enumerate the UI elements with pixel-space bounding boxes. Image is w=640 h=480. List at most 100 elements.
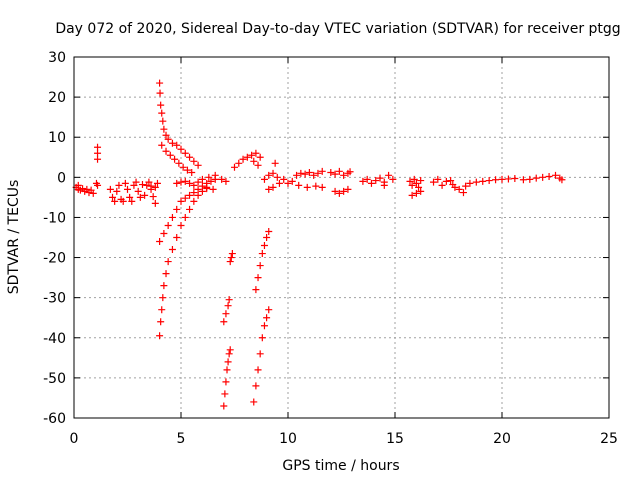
- data-point: [265, 306, 273, 314]
- data-point: [121, 179, 129, 187]
- data-point: [186, 205, 194, 213]
- data-point: [363, 175, 371, 183]
- data-point: [412, 189, 420, 197]
- data-point: [254, 161, 262, 169]
- data-point: [408, 191, 416, 199]
- data-point: [207, 177, 215, 185]
- data-point: [159, 117, 167, 125]
- x-tick-label: 0: [70, 431, 79, 447]
- data-point: [288, 177, 296, 185]
- data-point: [222, 378, 230, 386]
- data-point: [162, 147, 170, 155]
- data-point: [89, 189, 97, 197]
- data-point: [149, 193, 157, 201]
- data-point: [158, 109, 166, 117]
- data-point: [159, 294, 167, 302]
- data-point: [252, 149, 260, 157]
- data-point: [256, 262, 264, 270]
- data-point: [293, 171, 301, 179]
- data-point: [177, 178, 185, 186]
- data-point: [252, 382, 260, 390]
- data-point: [335, 167, 343, 175]
- data-point: [221, 390, 229, 398]
- data-point: [156, 332, 164, 340]
- data-point: [297, 169, 305, 177]
- data-point: [250, 398, 258, 406]
- data-point: [194, 191, 202, 199]
- data-point: [526, 175, 534, 183]
- data-point: [504, 175, 512, 183]
- data-point: [273, 173, 281, 181]
- data-point: [545, 173, 553, 181]
- data-point: [380, 181, 388, 189]
- data-point: [190, 157, 198, 165]
- data-point: [327, 169, 335, 177]
- x-tick-label: 10: [279, 431, 297, 447]
- data-point: [269, 183, 277, 191]
- data-point: [183, 166, 191, 174]
- data-point: [158, 306, 166, 314]
- data-point: [511, 175, 519, 183]
- data-point: [177, 145, 185, 153]
- grid: [74, 57, 609, 418]
- data-point: [179, 163, 187, 171]
- data-point: [119, 197, 127, 205]
- data-point: [225, 350, 233, 358]
- data-point: [160, 125, 168, 133]
- data-point: [438, 181, 446, 189]
- data-point: [168, 139, 176, 147]
- data-point: [455, 185, 463, 193]
- data-point: [256, 350, 264, 358]
- data-point: [314, 169, 322, 177]
- data-point: [151, 199, 159, 207]
- x-tick-label: 5: [177, 431, 186, 447]
- data-point: [173, 205, 181, 213]
- data-point: [222, 310, 230, 318]
- data-point: [141, 191, 149, 199]
- data-point: [447, 177, 455, 185]
- data-points: [72, 79, 566, 410]
- data-point: [94, 155, 102, 163]
- data-point: [190, 197, 198, 205]
- data-point: [224, 358, 232, 366]
- data-point: [318, 183, 326, 191]
- data-point: [231, 163, 238, 171]
- data-point: [160, 229, 168, 237]
- data-point: [275, 179, 283, 187]
- data-point: [220, 402, 228, 410]
- data-point: [223, 366, 231, 374]
- data-point: [203, 183, 211, 191]
- plot-frame: [73, 56, 610, 419]
- y-axis-label: SDTVAR / TECUs: [6, 180, 22, 295]
- data-point: [256, 153, 264, 161]
- data-point: [106, 185, 114, 193]
- y-tick-label: 20: [48, 90, 66, 106]
- data-point: [194, 185, 202, 193]
- data-point: [239, 155, 247, 163]
- data-point: [124, 185, 131, 193]
- data-point: [205, 173, 213, 181]
- data-point: [367, 179, 375, 187]
- data-point: [284, 179, 292, 187]
- axis-ticks: 0 5 10 15 20 25 -60 -50 -40 -30 -20 -10 0 10 20 30: [43, 50, 618, 447]
- data-point: [194, 178, 202, 186]
- data-point: [442, 177, 450, 185]
- data-point: [410, 175, 418, 183]
- data-point: [156, 238, 164, 246]
- data-point: [181, 194, 189, 202]
- data-point: [263, 314, 271, 322]
- data-point: [344, 185, 352, 193]
- data-point: [225, 296, 233, 304]
- data-point: [301, 170, 309, 178]
- data-point: [211, 171, 219, 179]
- data-point: [157, 101, 165, 109]
- data-point: [157, 318, 165, 326]
- data-point: [466, 179, 474, 187]
- data-point: [406, 177, 414, 185]
- x-axis-label: GPS time / hours: [282, 458, 399, 474]
- data-point: [269, 169, 277, 177]
- data-point: [153, 179, 161, 187]
- data-point: [412, 179, 420, 187]
- data-point: [147, 182, 155, 190]
